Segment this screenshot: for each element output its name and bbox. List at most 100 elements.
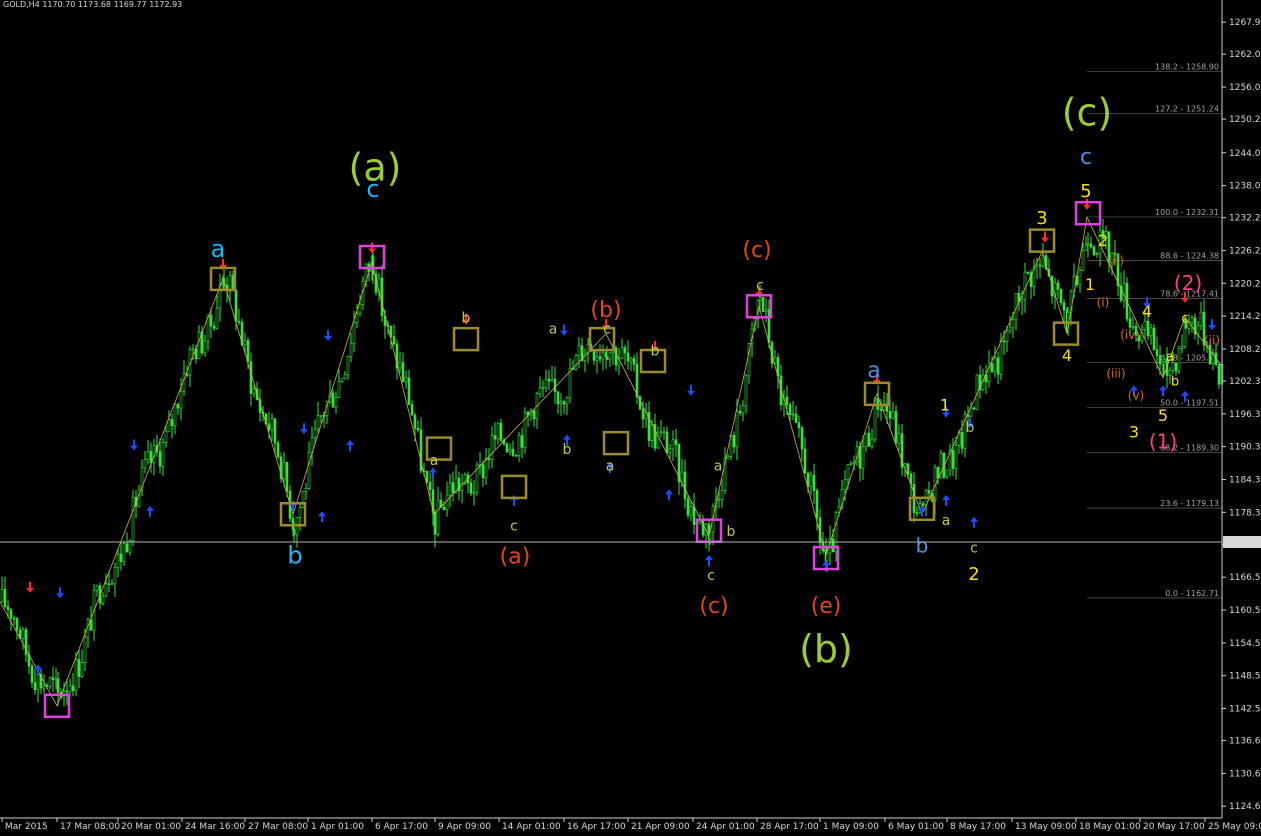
up-arrow-icon — [1159, 385, 1167, 397]
candle-body — [608, 352, 612, 361]
candle-body — [1053, 282, 1057, 297]
wave-label: c — [1080, 145, 1092, 170]
candle-body — [416, 428, 420, 431]
candle-body — [445, 494, 449, 511]
wave-label: (b) — [590, 298, 621, 323]
candle-body — [6, 606, 10, 610]
candle-body — [574, 355, 578, 370]
candle-body — [1062, 302, 1066, 311]
candlestick-series — [0, 218, 1224, 707]
candle-body — [1104, 231, 1108, 239]
candle-body — [605, 356, 609, 361]
candle-body — [475, 464, 479, 493]
wave-label: a — [211, 235, 226, 263]
x-tick-label: 17 Mar 08:00 — [60, 822, 120, 832]
candle-body — [490, 435, 494, 461]
candle-body — [1190, 317, 1194, 323]
candle-body — [164, 431, 168, 443]
candle-body — [1152, 327, 1156, 351]
wave-label: b — [462, 311, 471, 327]
y-tick-label: 1208.20 — [1229, 345, 1261, 355]
fib-label: 100.0 - 1232.31 — [1155, 208, 1219, 217]
candle-body — [436, 499, 440, 535]
candle-body — [1113, 252, 1117, 255]
candle-body — [741, 405, 745, 414]
down-arrow-icon — [56, 587, 64, 599]
candle-body — [316, 414, 320, 430]
candle-body — [176, 404, 180, 409]
wave-label: c — [756, 278, 764, 294]
down-arrow-icon — [966, 417, 974, 429]
wave-label: (ii) — [1108, 254, 1124, 268]
y-tick-label: 1196.35 — [1229, 410, 1261, 420]
candle-body — [514, 455, 518, 457]
y-tick-label: 1166.50 — [1229, 573, 1261, 583]
candle-body — [407, 377, 411, 405]
candle-body — [761, 296, 765, 312]
candle-body — [601, 352, 605, 360]
candle-body — [158, 451, 162, 467]
candle-body — [888, 411, 892, 419]
candle-body — [33, 682, 37, 691]
y-tick-label: 1256.05 — [1229, 83, 1261, 93]
pivot-box — [639, 348, 667, 374]
wave-label: (a) — [500, 545, 531, 570]
candle-body — [987, 363, 991, 383]
candle-body — [301, 491, 305, 508]
candle-body — [499, 422, 503, 441]
x-tick-label: 8 May 17:00 — [950, 822, 1006, 832]
up-arrow-icon — [429, 467, 437, 479]
candle-body — [978, 374, 982, 391]
x-tick-label: 25 May 09:00 — [1208, 822, 1261, 832]
x-tick-label: 9 Apr 09:00 — [438, 822, 491, 832]
down-arrow-icon — [300, 423, 308, 435]
wave-label: a — [714, 458, 723, 474]
candle-body — [39, 673, 43, 689]
candle-body — [143, 459, 147, 469]
candle-body — [726, 456, 730, 460]
x-tick-label: 6 May 01:00 — [888, 822, 944, 832]
candle-body — [723, 458, 727, 491]
candle-body — [358, 304, 362, 315]
candle-body — [74, 659, 78, 691]
candle-body — [785, 396, 789, 406]
candle-body — [431, 489, 435, 513]
candle-body — [42, 685, 46, 689]
candle-body — [939, 452, 943, 479]
up-arrow-icon — [318, 511, 326, 523]
candle-body — [240, 321, 244, 345]
candle-body — [906, 463, 910, 475]
candle-body — [173, 404, 177, 426]
candle-body — [389, 325, 393, 337]
candle-body — [343, 374, 347, 380]
candle-body — [632, 358, 636, 365]
candle-body — [249, 361, 253, 394]
candle-body — [279, 456, 283, 480]
y-tick-label: 1262.05 — [1229, 50, 1261, 60]
candle-body — [12, 617, 16, 620]
candle-body — [404, 377, 408, 382]
candle-body — [30, 665, 34, 683]
candle-body — [550, 378, 554, 382]
candle-body — [331, 392, 335, 408]
candle-body — [401, 362, 405, 382]
candle-body — [340, 378, 344, 382]
pivot-box — [908, 496, 936, 522]
wave-label: 3 — [1036, 208, 1047, 229]
candle-body — [493, 435, 497, 440]
candle-body — [791, 413, 795, 416]
pivot-box — [358, 244, 386, 270]
candle-body — [659, 431, 663, 434]
candle-body — [1143, 320, 1147, 330]
wave-label: b — [287, 542, 302, 570]
candle-body — [1026, 271, 1030, 274]
candle-body — [963, 414, 967, 449]
candle-body — [508, 449, 512, 452]
wave-label: (c) — [1062, 91, 1113, 135]
y-tick-label: 1214.20 — [1229, 312, 1261, 322]
candle-body — [80, 662, 84, 677]
y-tick-label: 1238.05 — [1229, 182, 1261, 192]
down-arrow-icon — [324, 330, 332, 342]
